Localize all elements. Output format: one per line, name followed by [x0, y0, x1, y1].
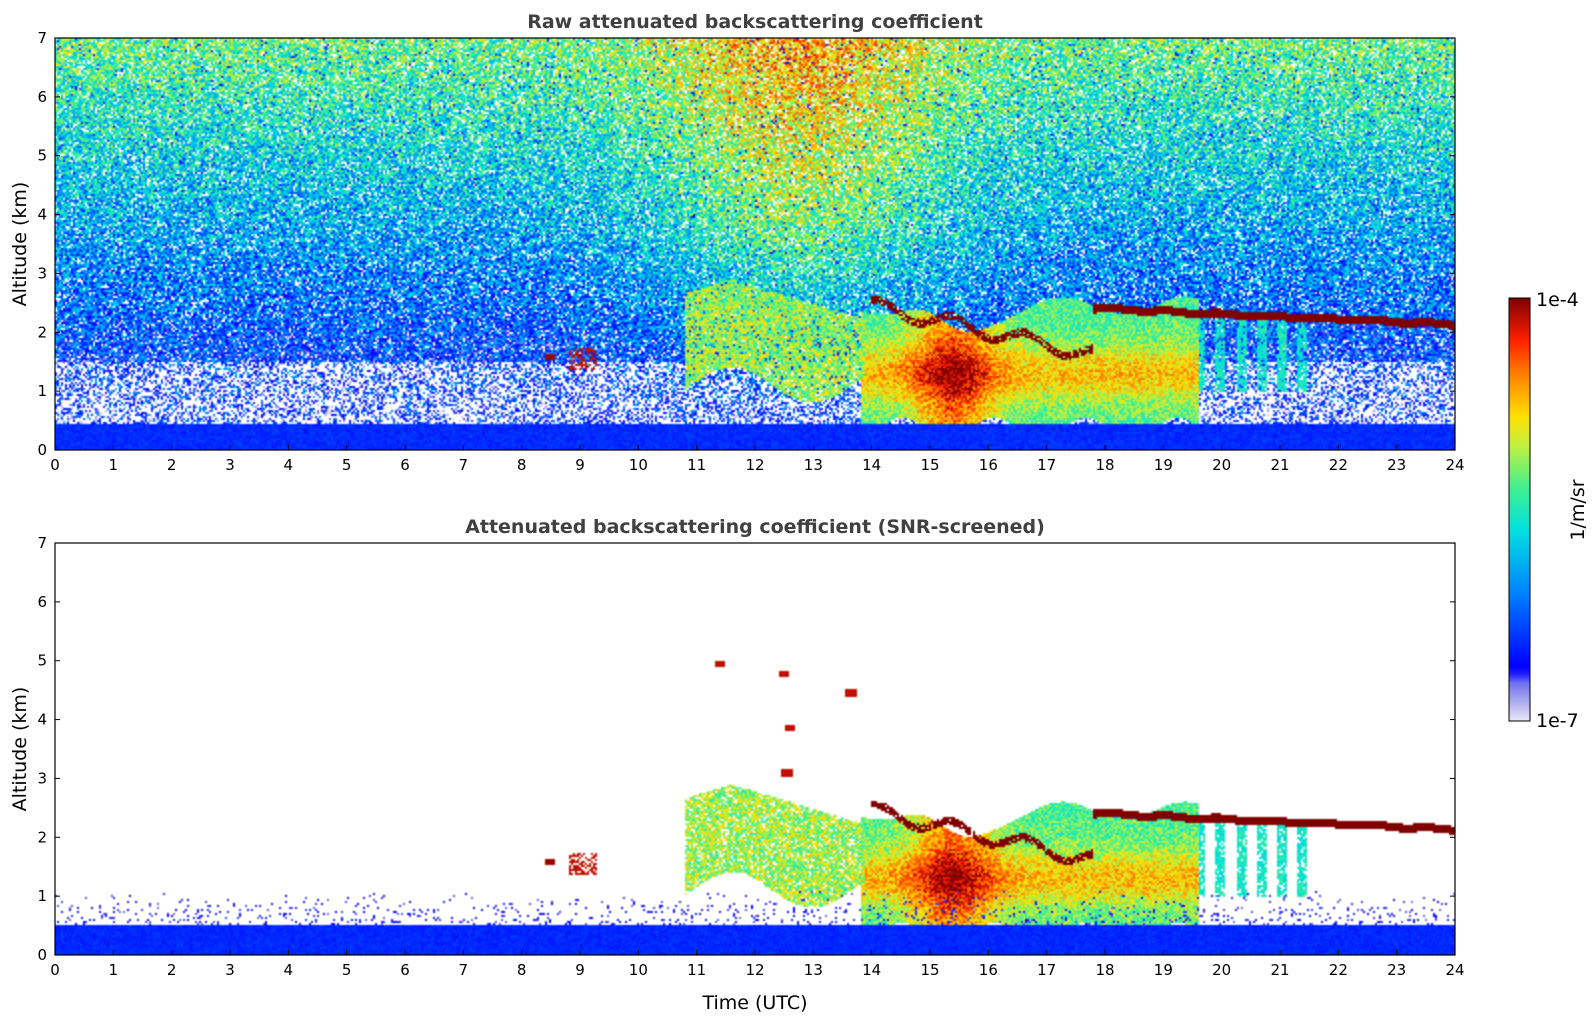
- x-tick-label: 16: [979, 961, 998, 979]
- colorbar-gradient: [1508, 297, 1531, 722]
- panel-screened-heatmap: [55, 543, 1455, 955]
- x-tick-label: 7: [459, 961, 469, 979]
- x-tick-label: 23: [1387, 456, 1406, 474]
- x-tick-label: 24: [1445, 456, 1464, 474]
- x-tick-label: 3: [225, 961, 235, 979]
- x-tick-label: 22: [1329, 456, 1348, 474]
- panel-screened: Attenuated backscattering coefficient (S…: [9, 516, 1465, 1014]
- panel-screened-title: Attenuated backscattering coefficient (S…: [465, 516, 1045, 538]
- x-tick-label: 22: [1329, 961, 1348, 979]
- x-tick-label: 9: [575, 961, 585, 979]
- x-tick-label: 11: [687, 456, 706, 474]
- x-tick-label: 0: [50, 456, 60, 474]
- y-tick-label: 4: [37, 206, 47, 224]
- panel-raw-title: Raw attenuated backscattering coefficien…: [527, 11, 983, 33]
- x-tick-label: 19: [1154, 961, 1173, 979]
- y-tick-label: 5: [37, 652, 47, 670]
- colorbar-unit-label: 1/m/sr: [1567, 479, 1589, 540]
- panel-screened-ticks: 0 1 2 3 4 5 6 7 8 9 10 11 12 13 14 15 16 17 18 19 20 21 22 23 24…: [37, 534, 1464, 979]
- x-tick-label: 15: [920, 456, 939, 474]
- y-tick-label: 0: [37, 441, 47, 459]
- panel-raw-ylabel: Altitude (km): [9, 182, 31, 307]
- panel-screened-xlabel: Time (UTC): [701, 992, 807, 1014]
- y-tick-label: 3: [37, 769, 47, 787]
- y-tick-label: 7: [37, 29, 47, 47]
- x-tick-label: 0: [50, 961, 60, 979]
- y-tick-label: 2: [37, 828, 47, 846]
- y-tick-label: 7: [37, 534, 47, 552]
- y-tick-label: 2: [37, 323, 47, 341]
- x-tick-label: 20: [1212, 961, 1231, 979]
- x-tick-label: 13: [804, 456, 823, 474]
- colorbar: 1e-4 1e-7 1/m/sr: [1508, 289, 1589, 732]
- x-tick-label: 12: [745, 961, 764, 979]
- x-tick-label: 12: [745, 456, 764, 474]
- x-tick-label: 14: [862, 456, 881, 474]
- y-tick-label: 1: [37, 382, 47, 400]
- x-tick-label: 14: [862, 961, 881, 979]
- x-tick-label: 2: [167, 456, 177, 474]
- x-tick-label: 10: [629, 961, 648, 979]
- x-tick-label: 5: [342, 456, 352, 474]
- x-tick-label: 18: [1095, 456, 1114, 474]
- x-tick-label: 4: [284, 456, 294, 474]
- x-tick-label: 1: [109, 456, 119, 474]
- x-tick-label: 18: [1095, 961, 1114, 979]
- x-tick-label: 9: [575, 456, 585, 474]
- y-tick-label: 0: [37, 946, 47, 964]
- x-tick-label: 23: [1387, 961, 1406, 979]
- x-tick-label: 8: [517, 456, 527, 474]
- y-tick-label: 4: [37, 711, 47, 729]
- x-tick-label: 15: [920, 961, 939, 979]
- panel-raw-ticks: 0 1 2 3 4 5 6 7 8 9 10 11 12 13 14 15 16 17 18 19 20 21 22 23 24…: [37, 29, 1464, 474]
- x-tick-label: 11: [687, 961, 706, 979]
- x-tick-label: 4: [284, 961, 294, 979]
- x-tick-label: 6: [400, 961, 410, 979]
- y-tick-label: 5: [37, 147, 47, 165]
- x-tick-label: 1: [109, 961, 119, 979]
- x-tick-label: 19: [1154, 456, 1173, 474]
- x-tick-label: 13: [804, 961, 823, 979]
- colorbar-max-label: 1e-4: [1536, 289, 1579, 311]
- colorbar-min-label: 1e-7: [1536, 710, 1579, 732]
- x-tick-label: 24: [1445, 961, 1464, 979]
- y-tick-label: 1: [37, 887, 47, 905]
- x-tick-label: 10: [629, 456, 648, 474]
- panel-screened-ylabel: Altitude (km): [9, 687, 31, 812]
- x-tick-label: 16: [979, 456, 998, 474]
- y-tick-label: 6: [37, 593, 47, 611]
- x-tick-label: 17: [1037, 456, 1056, 474]
- y-tick-label: 6: [37, 88, 47, 106]
- x-tick-label: 5: [342, 961, 352, 979]
- x-tick-label: 2: [167, 961, 177, 979]
- y-tick-label: 3: [37, 264, 47, 282]
- x-tick-label: 20: [1212, 456, 1231, 474]
- x-tick-label: 8: [517, 961, 527, 979]
- x-tick-label: 6: [400, 456, 410, 474]
- panel-raw: Raw attenuated backscattering coefficien…: [9, 11, 1465, 474]
- x-tick-label: 3: [225, 456, 235, 474]
- x-tick-label: 17: [1037, 961, 1056, 979]
- x-tick-label: 21: [1270, 961, 1289, 979]
- panel-raw-heatmap: [55, 38, 1455, 450]
- x-tick-label: 21: [1270, 456, 1289, 474]
- x-tick-label: 7: [459, 456, 469, 474]
